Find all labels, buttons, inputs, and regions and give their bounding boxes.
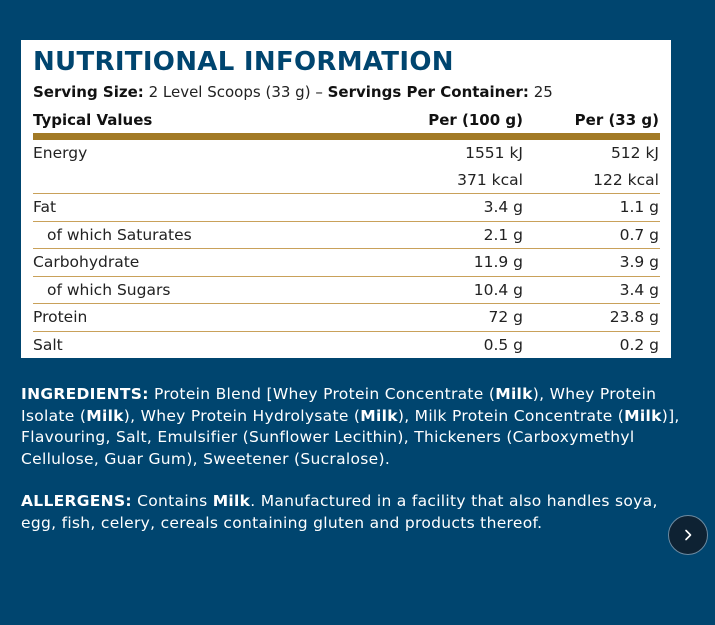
value-per-serving: 3.9 g [619,253,659,271]
ingredients-segment: ), Whey Protein Isolate ( [21,385,657,425]
allergens-segment: Contains [131,492,213,510]
value-per-serving: 512 kJ [610,144,659,162]
value-per-serving: 122 kcal [593,170,659,189]
value-per-serving: 23.8 g [609,308,659,326]
value-per-serving: 0.7 g [619,225,659,244]
value-per-100g: 371 kcal [457,170,523,189]
value-per-100g: 72 g [488,308,524,326]
ingredients-segment: Milk [624,406,662,425]
header-divider [33,133,660,140]
chevron-right-icon [685,529,692,541]
value-per-100g: 1551 kJ [465,144,523,162]
nutrient-name: Protein [33,308,88,326]
serving-size-label: Serving Size: [33,83,144,101]
serving-size-value: 2 Level Scoops (33 g) [148,83,311,101]
table-row: Energy 1551 kJ 512 kJ [33,140,660,167]
value-per-serving: 1.1 g [619,198,659,216]
allergens-segment: Milk [212,492,251,510]
servings-per-container-label: Servings Per Container: [327,83,529,101]
allergens-text: ALLERGENS: Contains Milk. Manufactured i… [21,491,681,534]
ingredients-segment: Milk [495,385,533,403]
ingredients-segment: Milk [86,406,124,425]
header-per-serving: Per (33 g) [574,111,659,129]
ingredients-segment: )], Flavouring, Salt, Emulsifier (Sunflo… [21,406,680,468]
ingredients-segment: Milk [360,406,398,425]
servings-per-container-value: 25 [533,83,553,101]
table-row: Fat 3.4 g 1.1 g [33,194,660,222]
nutrition-title: NUTRITIONAL INFORMATION [33,47,454,77]
nutrient-name: of which Saturates [47,225,192,244]
nutrition-table: Energy 1551 kJ 512 kJ 371 kcal 122 kcal Fat 3.… [33,140,660,358]
ingredients-segment: Protein Blend [Whey Protein Concentrate … [148,385,496,403]
allergens-label: ALLERGENS: [21,492,132,510]
header-typical-values: Typical Values [33,111,153,129]
table-header: Typical Values Per (100 g) Per (33 g) [33,109,660,131]
table-row: of which Saturates 2.1 g 0.7 g [33,222,660,249]
nutrient-name: Carbohydrate [33,253,140,271]
nutrient-name: Energy [33,144,88,162]
serving-separator: – [315,83,323,101]
next-button[interactable] [668,515,708,555]
table-row: Salt 0.5 g 0.2 g [33,332,660,359]
value-per-100g: 2.1 g [483,225,523,244]
nutrient-name: Fat [33,198,57,216]
nutrient-name: of which Sugars [47,280,171,299]
table-row: of which Sugars 10.4 g 3.4 g [33,277,660,304]
ingredients-segment: ), Milk Protein Concentrate ( [397,406,625,425]
nutrition-panel: NUTRITIONAL INFORMATION Serving Size: 2 … [21,40,671,358]
table-row: Carbohydrate 11.9 g 3.9 g [33,249,660,277]
value-per-serving: 3.4 g [619,280,659,299]
value-per-100g: 11.9 g [473,253,523,271]
ingredients-label: INGREDIENTS: [21,385,149,403]
nutrient-name: Salt [33,335,63,354]
table-row: 371 kcal 122 kcal [33,167,660,194]
ingredients-text: INGREDIENTS: Protein Blend [Whey Protein… [21,384,681,470]
serving-info: Serving Size: 2 Level Scoops (33 g) – Se… [33,82,553,102]
ingredients-segment: ), Whey Protein Hydrolysate ( [123,406,361,425]
value-per-serving: 0.2 g [619,335,659,354]
value-per-100g: 10.4 g [473,280,523,299]
table-row: Protein 72 g 23.8 g [33,304,660,332]
allergens-segment: . Manufactured in a facility that also h… [21,492,658,532]
value-per-100g: 0.5 g [483,335,523,354]
value-per-100g: 3.4 g [483,198,523,216]
header-per-100g: Per (100 g) [428,111,523,129]
